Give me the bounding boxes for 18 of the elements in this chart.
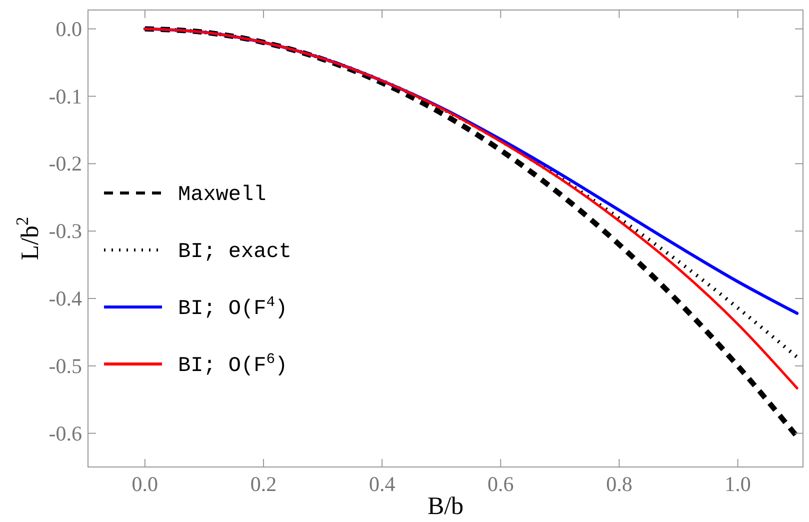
y-tick-label: -0.4 xyxy=(48,286,82,310)
legend-label: BI; O(F$^{6}$) xyxy=(178,352,288,378)
y-tick-label: -0.2 xyxy=(48,152,82,176)
x-tick-label: 0.0 xyxy=(132,472,158,496)
x-tick-label: 0.6 xyxy=(488,472,514,496)
y-tick-label: -0.5 xyxy=(48,354,82,378)
legend-label: BI; O(F$^{4}$) xyxy=(178,295,288,321)
x-tick-label: 0.4 xyxy=(368,472,396,496)
legend-label: Maxwell xyxy=(178,184,266,207)
x-axis-title: B/b xyxy=(427,493,464,520)
x-tick-label: 0.2 xyxy=(250,472,277,496)
y-tick-label: 0.0 xyxy=(56,16,82,41)
x-tick-label: 1.0 xyxy=(724,472,751,496)
legend-label: BI; exact xyxy=(178,241,292,264)
y-tick-label: -0.6 xyxy=(48,421,82,446)
y-tick-label: -0.3 xyxy=(48,219,82,244)
y-tick-label: -0.1 xyxy=(48,84,82,108)
x-tick-label: 0.8 xyxy=(606,472,632,496)
